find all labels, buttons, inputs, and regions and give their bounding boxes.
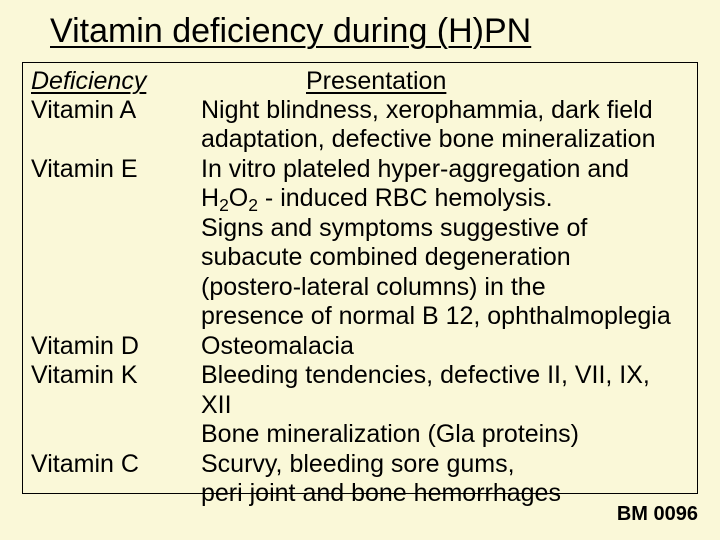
- pres-line: subacute combined degeneration: [201, 243, 687, 273]
- table-row: Vitamin E In vitro plateled hyper-aggreg…: [31, 155, 687, 332]
- pres-line: Bone mineralization (Gla proteins): [201, 420, 687, 450]
- content-box: Deficiency Presentation Vitamin A Night …: [22, 62, 698, 494]
- cell-presentation: Night blindness, xerophammia, dark field…: [201, 96, 687, 155]
- header-presentation-wrap: Presentation: [201, 67, 687, 96]
- pres-line: Osteomalacia: [201, 332, 687, 362]
- header-deficiency: Deficiency: [31, 67, 201, 96]
- pres-line: Night blindness, xerophammia, dark field: [201, 96, 687, 126]
- table-row: Vitamin K Bleeding tendencies, defective…: [31, 361, 687, 450]
- cell-deficiency: Vitamin E: [31, 155, 201, 332]
- pres-line: Signs and symptoms suggestive of: [201, 214, 687, 244]
- footer-code: BM 0096: [617, 503, 698, 526]
- pres-line: In vitro plateled hyper-aggregation and: [201, 155, 687, 185]
- cell-presentation: Bleeding tendencies, defective II, VII, …: [201, 361, 687, 450]
- table-row: Vitamin C Scurvy, bleeding sore gums, pe…: [31, 450, 687, 509]
- cell-deficiency: Vitamin A: [31, 96, 201, 155]
- pres-line: peri joint and bone hemorrhages: [201, 479, 687, 509]
- table-row: Vitamin D Osteomalacia: [31, 332, 687, 362]
- pres-line: Scurvy, bleeding sore gums,: [201, 450, 687, 480]
- pres-line: presence of normal B 12, ophthalmoplegia: [201, 302, 687, 332]
- pres-line: (postero-lateral columns) in the: [201, 273, 687, 303]
- table-row: Vitamin A Night blindness, xerophammia, …: [31, 96, 687, 155]
- table-header-row: Deficiency Presentation: [31, 67, 687, 96]
- header-presentation: Presentation: [201, 67, 446, 95]
- pres-line: Bleeding tendencies, defective II, VII, …: [201, 361, 687, 420]
- pres-line: H2O2 - induced RBC hemolysis.: [201, 184, 687, 214]
- cell-deficiency: Vitamin D: [31, 332, 201, 362]
- cell-deficiency: Vitamin C: [31, 450, 201, 509]
- cell-presentation: In vitro plateled hyper-aggregation and …: [201, 155, 687, 332]
- cell-deficiency: Vitamin K: [31, 361, 201, 450]
- slide: Vitamin deficiency during (H)PN Deficien…: [0, 0, 720, 540]
- pres-line: adaptation, defective bone mineralizatio…: [201, 125, 687, 155]
- cell-presentation: Osteomalacia: [201, 332, 687, 362]
- cell-presentation: Scurvy, bleeding sore gums, peri joint a…: [201, 450, 687, 509]
- slide-title: Vitamin deficiency during (H)PN: [0, 0, 720, 53]
